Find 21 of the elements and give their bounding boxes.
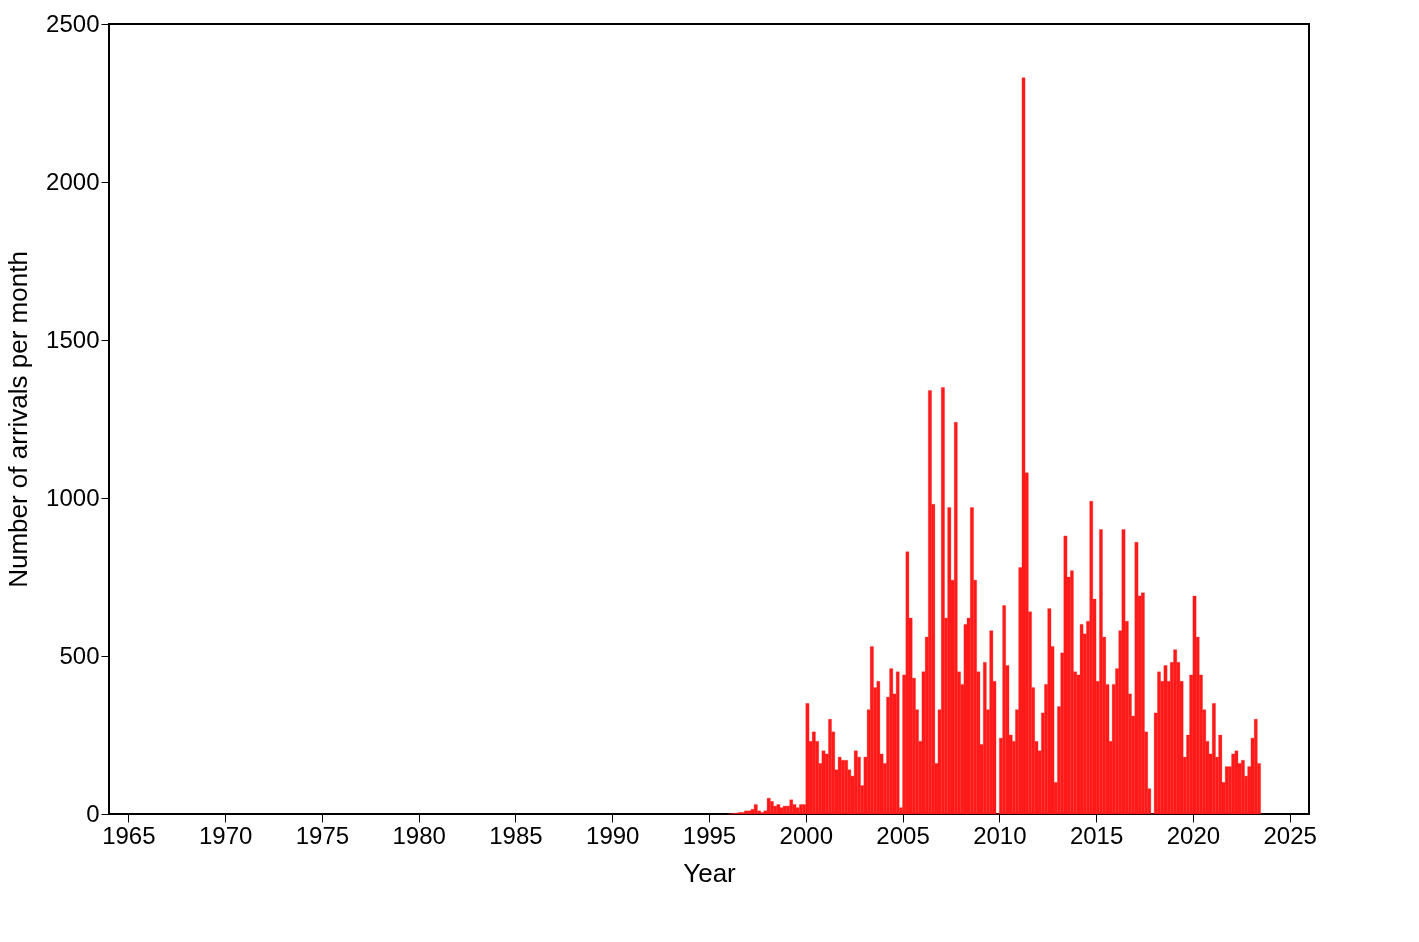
x-tick-label: 2010 <box>973 821 1027 849</box>
y-tick-label: 2000 <box>46 167 100 195</box>
x-tick-label: 2000 <box>779 821 833 849</box>
x-tick-label: 1980 <box>392 821 446 849</box>
x-tick-label: 1975 <box>295 821 350 849</box>
x-tick-label: 2020 <box>1166 821 1221 849</box>
x-tick-label: 2025 <box>1263 821 1317 849</box>
y-tick-label: 1000 <box>46 483 100 511</box>
x-tick-label: 1965 <box>102 821 156 849</box>
y-axis-title: Number of arrivals per month <box>3 251 34 588</box>
y-tick-label: 2500 <box>46 9 100 37</box>
y-tick-label: 500 <box>59 641 100 669</box>
x-tick-label: 2005 <box>876 821 930 849</box>
x-tick-label: 1995 <box>682 821 737 849</box>
y-tick-label: 1500 <box>46 325 100 353</box>
x-tick-label: 1985 <box>489 821 543 849</box>
x-axis-title: Year <box>683 857 737 888</box>
x-tick-label: 1990 <box>586 821 640 849</box>
x-tick-label: 1970 <box>198 821 253 849</box>
x-tick-label: 2015 <box>1069 821 1124 849</box>
y-tick-label: 0 <box>86 799 100 827</box>
